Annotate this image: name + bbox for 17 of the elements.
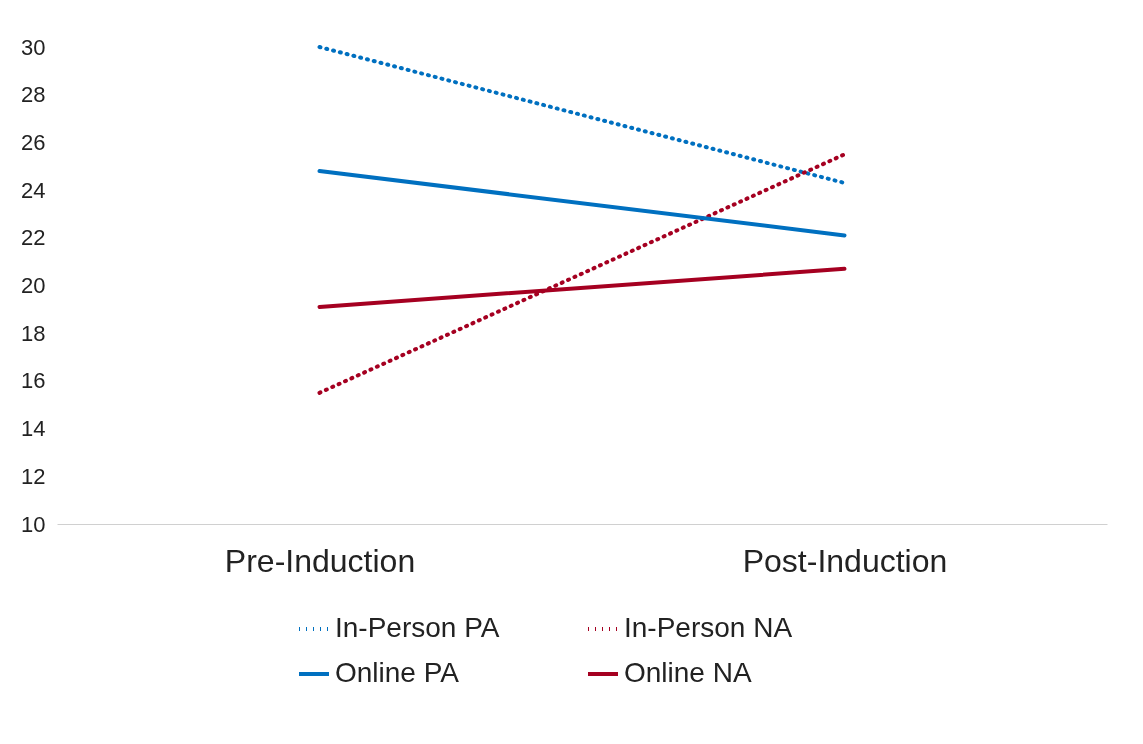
y-tick-label: 16 — [21, 368, 46, 394]
y-tick-label: 20 — [21, 273, 46, 298]
y-tick-label: 28 — [21, 82, 46, 108]
legend-label: In-Person PA — [335, 612, 500, 643]
x-tick-label: Post-Induction — [742, 542, 948, 579]
y-tick-label: 18 — [21, 320, 46, 346]
y-tick-label: 14 — [21, 416, 46, 442]
legend-label: In-Person NA — [624, 612, 793, 643]
y-tick-label: 22 — [21, 225, 46, 251]
x-tick-label: Pre-Induction — [224, 542, 416, 579]
y-tick-label: 30 — [21, 34, 46, 60]
legend-label: Online PA — [335, 657, 460, 688]
legend-label: Online NA — [624, 657, 752, 688]
y-tick-label: 24 — [21, 177, 46, 203]
y-tick-label: 12 — [21, 463, 46, 489]
y-tick-label: 10 — [21, 511, 46, 537]
y-tick-label: 26 — [21, 129, 46, 155]
